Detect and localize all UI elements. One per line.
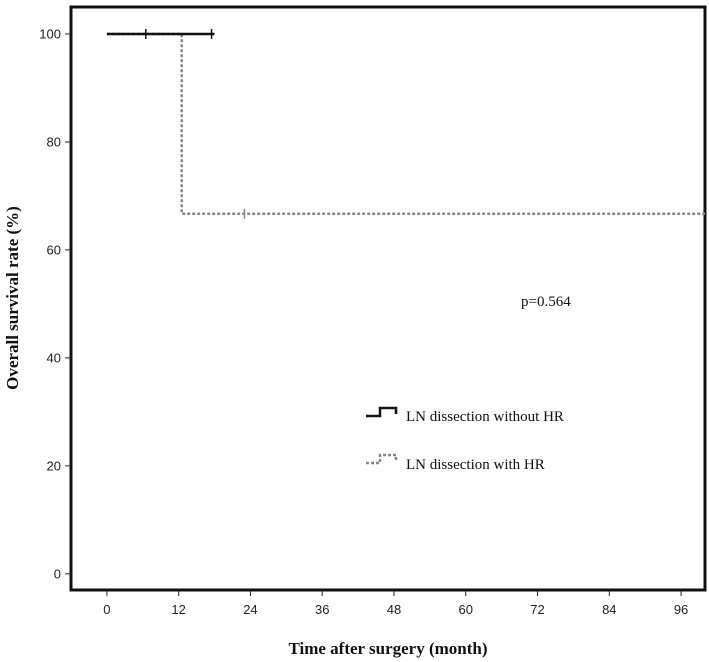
- p-value-annotation: p=0.564: [521, 294, 571, 310]
- y-tick-label: 80: [47, 134, 61, 149]
- y-tick-label: 40: [47, 350, 61, 365]
- x-tick-label: 12: [171, 602, 185, 617]
- x-tick-label: 60: [459, 602, 473, 617]
- y-tick-label: 100: [39, 26, 61, 41]
- plot-frame: [69, 5, 707, 592]
- y-tick-label: 60: [47, 242, 61, 257]
- legend-label-without-hr: LN dissection without HR: [406, 409, 564, 425]
- y-axis-title: Overall survival rate (%): [3, 206, 22, 390]
- y-axis: 0 20 40 60 80 100: [39, 26, 71, 581]
- series-layer: [106, 28, 705, 219]
- legend-label-with-hr: LN dissection with HR: [406, 457, 545, 473]
- x-tick-label: 72: [530, 602, 544, 617]
- x-tick-label: 96: [674, 602, 688, 617]
- x-tick-label: 84: [602, 602, 616, 617]
- y-tick-label: 0: [54, 566, 61, 581]
- y-tick-label: 20: [47, 458, 61, 473]
- x-axis: 0 12 24 36 48 60 72 84 96: [103, 590, 688, 617]
- legend: LN dissection without HR LN dissection w…: [366, 406, 564, 473]
- x-tick-label: 48: [387, 602, 401, 617]
- legend-symbol-with-hr: [366, 453, 398, 465]
- legend-symbol-without-hr: [366, 406, 398, 418]
- x-axis-title: Time after surgery (month): [288, 639, 487, 658]
- x-tick-label: 36: [315, 602, 329, 617]
- x-tick-label: 24: [243, 602, 257, 617]
- x-tick-label: 0: [103, 602, 110, 617]
